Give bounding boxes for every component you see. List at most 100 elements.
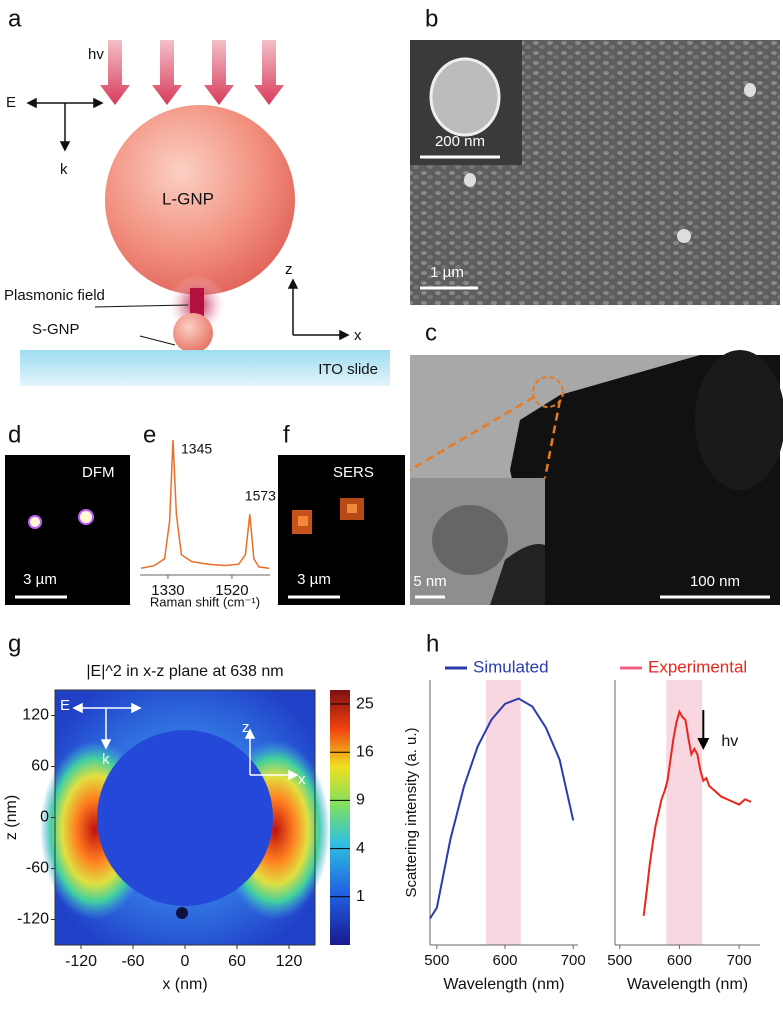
scale-label: 100 nm [690, 573, 740, 590]
panel-label: b [425, 5, 438, 32]
panel-title: DFM [82, 464, 115, 481]
highlight-band [666, 680, 703, 945]
x-axis-label: Wavelength (nm) [627, 976, 748, 993]
colorbar [330, 690, 350, 945]
panel-label: a [8, 5, 22, 32]
scale-label: 200 nm [435, 133, 485, 150]
peak-label: 1573 [245, 488, 276, 504]
panel-label: e [143, 421, 156, 448]
label: L-GNP [162, 189, 214, 208]
large-particle [105, 105, 295, 295]
label: x [354, 327, 362, 344]
label: Plasmonic field [4, 287, 105, 304]
panel-g: g E k z x [8, 630, 330, 945]
zx-axes [287, 278, 350, 341]
scale-label: 5 nm [413, 573, 446, 590]
zoom-circle [532, 376, 564, 408]
y-tick-label: -120 [17, 911, 49, 928]
panel-a: a hv E k L-GNP Plasmonic field S-GNP z x… [4, 5, 390, 386]
label: hv [88, 46, 104, 63]
series-line [429, 697, 575, 920]
small-particle [176, 907, 188, 919]
spot [78, 509, 94, 525]
particle [429, 57, 501, 137]
chart-title: |E|^2 in x-z plane at 638 nm [86, 663, 283, 680]
tem-particle [432, 505, 508, 575]
x-tick-label: 120 [276, 953, 303, 970]
legend-label: Simulated [473, 657, 549, 676]
plasmonic-field [190, 288, 204, 316]
panel-c: c 5 nm 100 nm [409, 319, 783, 605]
x-tick-label: 600 [493, 952, 518, 969]
scale-label: 1 µm [430, 264, 464, 281]
leader [139, 335, 176, 346]
spot [298, 516, 308, 526]
colorbar-label: 1 [356, 888, 365, 905]
x-tick-label: 0 [181, 953, 190, 970]
panel-label: g [8, 630, 21, 657]
label: E [60, 697, 70, 714]
ek-axes [72, 702, 299, 781]
spot [28, 515, 42, 529]
scale-label: 3 µm [23, 571, 57, 588]
annotation: hv [721, 733, 738, 750]
highlight-band [485, 680, 521, 945]
colorbar-label: 25 [356, 695, 374, 712]
spot [347, 504, 357, 513]
label: k [60, 161, 68, 178]
ek-axes [26, 97, 104, 152]
label: k [102, 751, 110, 768]
label: x [298, 771, 306, 788]
tem-particle [695, 350, 783, 490]
x-tick-label: 1330 [151, 582, 184, 599]
zoom-line [409, 395, 535, 472]
panel-label: h [426, 630, 439, 657]
colorbar-label: 9 [356, 792, 365, 809]
x-tick-label: 600 [667, 952, 692, 969]
colorbar-label: 16 [356, 743, 374, 760]
x-axis-label: Wavelength (nm) [443, 976, 564, 993]
particle [744, 83, 756, 97]
label: E [6, 94, 16, 111]
arrow-head [697, 738, 710, 750]
label: z [242, 719, 250, 736]
x-tick-label: -120 [65, 953, 97, 970]
x-tick-label: 700 [727, 952, 752, 969]
panel-label: f [283, 421, 290, 448]
panel-label: d [8, 421, 21, 448]
x-tick-label: 500 [424, 952, 449, 969]
y-tick-label: 0 [40, 809, 49, 826]
y-axis-label: Scattering intensity (a. u.) [403, 727, 420, 897]
y-axis-label: z (nm) [3, 795, 20, 840]
panel-label: c [425, 319, 437, 346]
small-particle [173, 313, 213, 353]
ito-slide [20, 350, 390, 386]
particle-region [97, 730, 273, 906]
x-axis-label: Raman shift (cm⁻¹) [150, 594, 260, 609]
x-axis-label: x (nm) [162, 976, 207, 993]
scale-label: 3 µm [297, 571, 331, 588]
y-tick-label: 120 [22, 707, 49, 724]
label: ITO slide [318, 361, 378, 378]
peak-label: 1345 [181, 441, 212, 457]
label: S-GNP [32, 321, 80, 338]
tem-particle [490, 544, 545, 605]
particle [464, 173, 476, 187]
x-tick-label: 500 [607, 952, 632, 969]
panel-d: d DFM 3 µm [5, 421, 130, 605]
y-tick-label: 60 [31, 758, 49, 775]
light-arrows [100, 40, 284, 105]
x-tick-label: 60 [228, 953, 246, 970]
series-line [140, 439, 270, 569]
panel-title: SERS [333, 464, 374, 481]
x-tick-label: -60 [121, 953, 144, 970]
zoom-line [543, 399, 562, 479]
dfm-image [5, 455, 130, 605]
legend-label: Experimental [648, 657, 747, 676]
x-tick-label: 1520 [215, 582, 248, 599]
colorbar-label: 4 [356, 840, 365, 857]
x-tick-label: 700 [561, 952, 586, 969]
panel-f: f SERS 3 µm [278, 421, 405, 605]
y-tick-label: -60 [26, 860, 49, 877]
